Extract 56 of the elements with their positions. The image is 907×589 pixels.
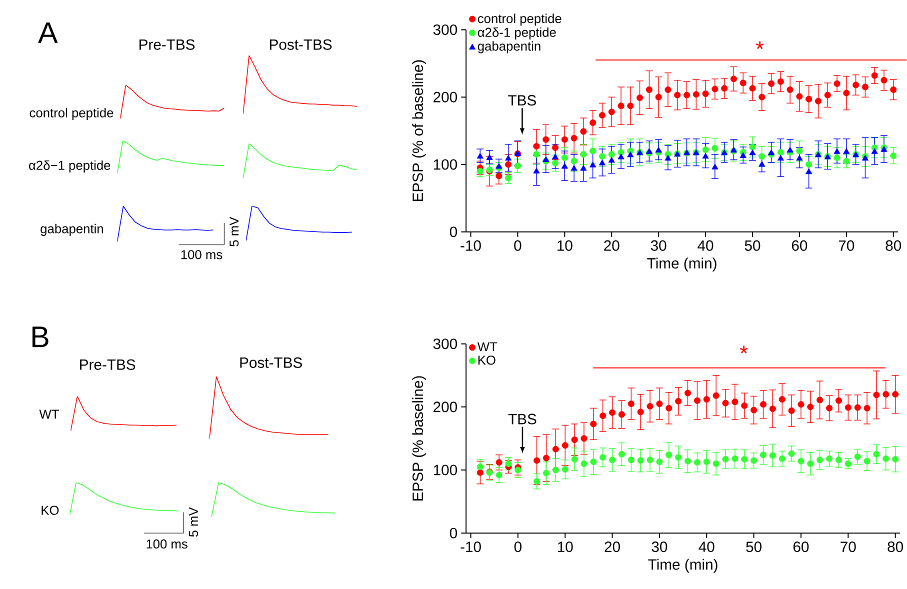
y-tick-label: 0	[450, 226, 458, 238]
text: 5 mV	[230, 217, 239, 247]
chart-title: Pre-TBS	[140, 40, 195, 50]
x-tick-label: 30	[652, 542, 668, 552]
text: 5 mV	[189, 507, 198, 537]
y-axis-title: WT	[39, 410, 59, 419]
x-tick-label: 20	[604, 240, 620, 252]
legend-label: KO	[478, 356, 496, 365]
annotation: TBS	[508, 414, 536, 425]
x-tick-label: 80	[888, 542, 904, 552]
y-tick-label: 100	[434, 159, 458, 170]
y-tick-label: 300	[433, 24, 458, 36]
x-tick-label: 50	[744, 240, 760, 252]
y-tick-label: 200	[434, 92, 458, 103]
x-tick-label: 60	[792, 240, 808, 252]
annotation: *	[756, 42, 764, 50]
legend-label: control peptide	[478, 14, 562, 26]
x-tick-label: 0	[514, 240, 522, 252]
y-tick-label: 200	[434, 402, 458, 412]
y-tick-label: 0	[450, 528, 458, 539]
y-axis-title: control peptide	[30, 108, 114, 120]
y-axis-title: EPSP (% of baseline)	[412, 60, 426, 202]
y-axis-title: KO	[42, 506, 59, 516]
legend-label: gabapentin	[478, 41, 540, 54]
x-tick-label: 10	[558, 542, 573, 552]
x-axis-title: Time (min)	[647, 258, 716, 272]
text: 100 ms	[146, 540, 188, 549]
x-tick-label: 70	[838, 240, 854, 252]
annotation: *	[740, 346, 748, 354]
y-axis-title: EPSP (% baseline)	[412, 376, 426, 501]
y-axis-title: gabapentin	[40, 224, 103, 236]
chart-title: Post-TBS	[240, 358, 302, 368]
text: 100 ms	[181, 250, 222, 260]
x-tick-label: -10	[460, 542, 481, 552]
x-tick-label: -10	[460, 240, 481, 252]
y-tick-label: 300	[433, 338, 458, 350]
chart-title: Pre-TBS	[80, 360, 136, 370]
x-axis-title: Time (min)	[648, 559, 718, 573]
x-tick-label: 20	[604, 542, 620, 552]
x-tick-label: 30	[650, 240, 666, 252]
legend-label: α2δ-1 peptide	[478, 28, 556, 40]
legend-label: WT	[477, 342, 498, 352]
x-tick-label: 10	[558, 240, 572, 252]
x-tick-label: 0	[514, 542, 522, 552]
y-axis-title: α2δ−1 peptide	[29, 160, 110, 173]
annotation: TBS	[508, 95, 536, 106]
chart-title: Post-TBS	[270, 40, 332, 50]
x-tick-label: 40	[698, 240, 714, 252]
x-tick-label: 40	[698, 542, 714, 552]
y-tick-label: 100	[434, 464, 458, 476]
text: A	[38, 22, 58, 44]
x-tick-label: 70	[840, 542, 856, 552]
x-tick-label: 80	[886, 240, 902, 252]
x-tick-label: 50	[746, 542, 762, 552]
x-tick-label: 60	[793, 542, 809, 552]
text: B	[32, 326, 48, 348]
